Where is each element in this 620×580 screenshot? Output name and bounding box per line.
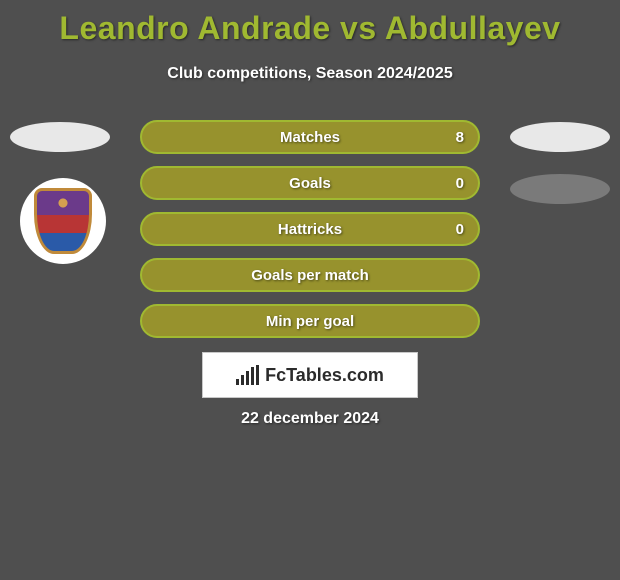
stat-bar-goals: Goals 0 <box>140 166 480 200</box>
stat-label: Matches <box>280 129 340 146</box>
branding-text: FcTables.com <box>265 365 384 386</box>
fctables-bars-icon <box>236 365 259 385</box>
player2-avatar-placeholder <box>510 122 610 152</box>
stat-value: 8 <box>456 129 464 146</box>
stat-bar-goals-per-match: Goals per match <box>140 258 480 292</box>
stat-bar-matches: Matches 8 <box>140 120 480 154</box>
branding-box: FcTables.com <box>202 352 418 398</box>
page-title: Leandro Andrade vs Abdullayev <box>0 0 620 47</box>
stat-label: Min per goal <box>266 313 354 330</box>
stat-bar-hattricks: Hattricks 0 <box>140 212 480 246</box>
stat-value: 0 <box>456 221 464 238</box>
stat-label: Goals per match <box>251 267 369 284</box>
page-subtitle: Club competitions, Season 2024/2025 <box>0 65 620 83</box>
footer-date: 22 december 2024 <box>0 410 620 428</box>
stats-bars: Matches 8 Goals 0 Hattricks 0 Goals per … <box>140 120 480 350</box>
player1-avatar-placeholder <box>10 122 110 152</box>
player2-club-placeholder <box>510 174 610 204</box>
stat-label: Hattricks <box>278 221 342 238</box>
club-shield-icon <box>34 188 92 254</box>
stat-bar-min-per-goal: Min per goal <box>140 304 480 338</box>
player1-club-badge <box>20 178 106 264</box>
stat-label: Goals <box>289 175 331 192</box>
stat-value: 0 <box>456 175 464 192</box>
